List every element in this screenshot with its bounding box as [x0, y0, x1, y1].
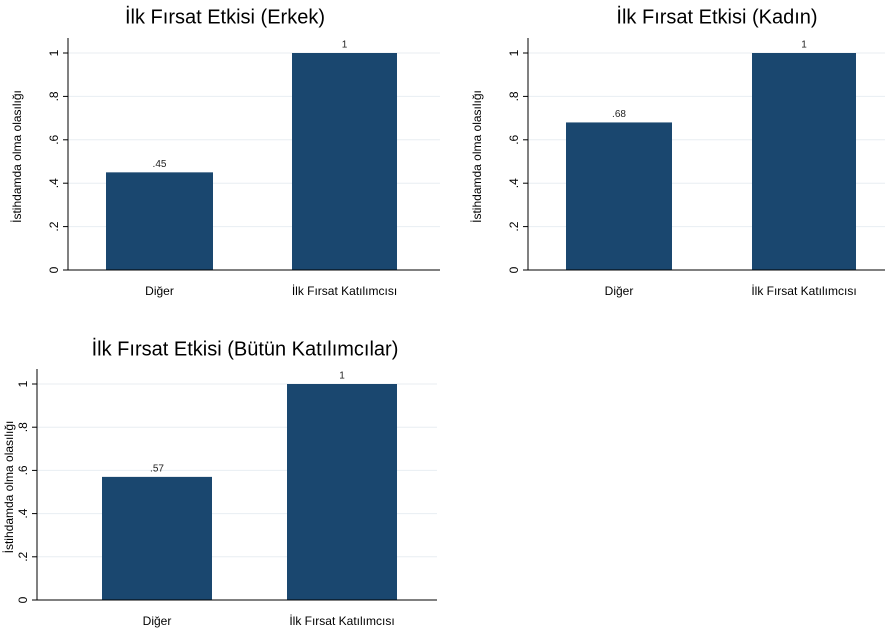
chart-title: İlk Fırsat Etkisi (Erkek) — [125, 5, 325, 28]
bar — [287, 384, 397, 600]
bar — [752, 53, 856, 270]
value-label: .68 — [612, 109, 626, 120]
y-tick-label: .6 — [507, 134, 521, 144]
value-label: 1 — [801, 40, 807, 51]
y-axis-label: İstihdamda olma olasılığı — [2, 421, 16, 554]
y-tick-label: .4 — [507, 178, 521, 188]
value-label: 1 — [342, 40, 348, 51]
y-tick-label: .4 — [47, 178, 61, 188]
y-tick-label: .6 — [16, 465, 30, 475]
value-label: .45 — [153, 159, 167, 170]
y-tick-label: .4 — [16, 508, 30, 518]
y-tick-label: .6 — [47, 134, 61, 144]
x-tick-label: Diğer — [143, 614, 172, 628]
bar — [566, 122, 672, 270]
y-tick-label: 0 — [47, 266, 61, 273]
value-label: .57 — [150, 464, 164, 475]
x-tick-label: İlk Fırsat Katılımcısı — [751, 284, 856, 298]
y-tick-label: .2 — [47, 221, 61, 231]
y-tick-label: .2 — [507, 221, 521, 231]
bar — [292, 53, 397, 270]
value-label: 1 — [339, 371, 345, 382]
y-tick-label: 0 — [16, 596, 30, 603]
x-tick-label: Diğer — [605, 284, 634, 298]
y-tick-label: .8 — [47, 91, 61, 101]
bar — [102, 476, 212, 600]
y-tick-label: 1 — [16, 380, 30, 387]
y-axis-label: İstihdamda olma olasılığı — [10, 90, 24, 223]
x-tick-label: Diğer — [145, 284, 174, 298]
x-tick-label: İlk Fırsat Katılımcısı — [289, 614, 394, 628]
bar — [106, 172, 213, 270]
y-tick-label: 0 — [507, 266, 521, 273]
chart-title: İlk Fırsat Etkisi (Bütün Katılımcılar) — [92, 337, 399, 360]
chart-title: İlk Fırsat Etkisi (Kadın) — [616, 5, 817, 28]
y-tick-label: .2 — [16, 551, 30, 561]
x-tick-label: İlk Fırsat Katılımcısı — [292, 284, 397, 298]
y-tick-label: 1 — [507, 49, 521, 56]
y-tick-label: .8 — [16, 422, 30, 432]
y-axis-label: İstihdamda olma olasılığı — [470, 90, 484, 223]
y-tick-label: 1 — [47, 49, 61, 56]
y-tick-label: .8 — [507, 91, 521, 101]
